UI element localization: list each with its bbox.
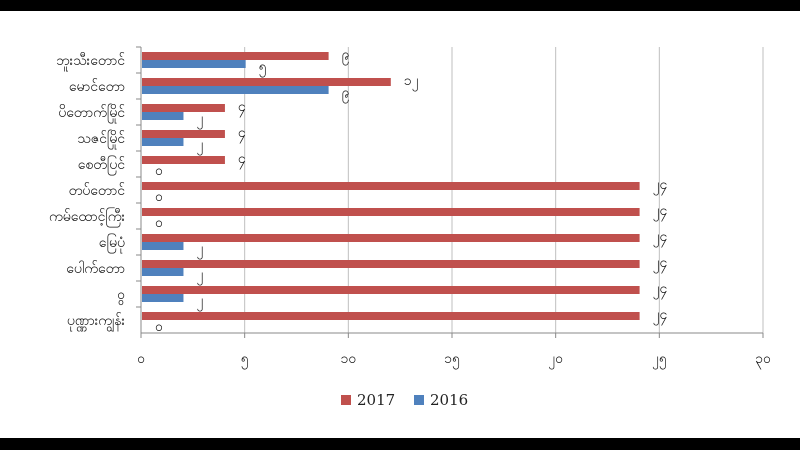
bar-2017 bbox=[142, 182, 640, 190]
x-tick-label: ၁၀ bbox=[340, 351, 356, 367]
x-tick-label: ၂၀ bbox=[548, 351, 563, 369]
bar-2017 bbox=[142, 104, 225, 112]
data-label-2016: ၂ bbox=[196, 241, 203, 259]
bar-2017 bbox=[142, 234, 640, 242]
legend-label-2017: 2017 bbox=[357, 391, 395, 409]
category-label: ကမ်ထောင့်ကြီး bbox=[49, 208, 125, 227]
data-label-2017: ၂၄ bbox=[653, 203, 668, 221]
data-label-2016: ၂ bbox=[196, 137, 203, 155]
category-label: ပုဏ္ဏားကျွန်း bbox=[67, 313, 126, 332]
bars bbox=[142, 52, 640, 320]
category-label: ပိတောက်မြိုင် bbox=[58, 104, 125, 123]
data-label-2016: ၂ bbox=[196, 267, 203, 285]
data-label-2016: ၂ bbox=[196, 293, 203, 311]
data-label-2016: ၀ bbox=[155, 215, 163, 231]
data-label-2017: ၂၄ bbox=[653, 307, 668, 325]
x-tick-label: ၂၅ bbox=[652, 351, 667, 369]
data-label-2016: ၀ bbox=[155, 319, 163, 335]
category-label: စေတီပြင် bbox=[78, 156, 125, 175]
bar-2017 bbox=[142, 208, 640, 216]
bar-2017 bbox=[142, 312, 640, 320]
data-label-2017: ၂၄ bbox=[653, 281, 668, 299]
axes bbox=[136, 46, 764, 338]
data-label-2017: ၂၄ bbox=[653, 255, 668, 273]
data-label-2016: ၉ bbox=[342, 85, 350, 103]
data-label-2016: ၅ bbox=[259, 59, 267, 77]
bar-2016 bbox=[142, 268, 184, 276]
data-label-2017: ၁၂ bbox=[404, 73, 419, 91]
x-tick-label: ၅ bbox=[241, 351, 249, 369]
data-label-2017: ၂၄ bbox=[653, 177, 668, 195]
x-tick-label: ၀ bbox=[137, 351, 145, 367]
bar-2017 bbox=[142, 130, 225, 138]
bar-2016 bbox=[142, 138, 184, 146]
bar-2017 bbox=[142, 286, 640, 294]
category-label: တပ်တောင် bbox=[69, 183, 126, 199]
legend: 2017 2016 bbox=[341, 391, 468, 409]
bar-2017 bbox=[142, 260, 640, 268]
data-label-2017: ၄ bbox=[238, 99, 246, 117]
legend-swatch-2016 bbox=[414, 395, 424, 405]
x-tick-label: ၃၀ bbox=[755, 351, 771, 369]
bar-2017 bbox=[142, 52, 329, 60]
data-label-2017: ၄ bbox=[238, 125, 246, 143]
data-label-2017: ၄ bbox=[238, 151, 246, 169]
category-label: ဘူးသီးတောင် bbox=[56, 53, 125, 71]
bar-2016 bbox=[142, 112, 184, 120]
bar-2016 bbox=[142, 242, 184, 250]
category-label: မြေပုံ bbox=[99, 234, 125, 253]
legend-label-2016: 2016 bbox=[430, 391, 468, 409]
bar-2017 bbox=[142, 78, 391, 86]
category-label: မောင်တော bbox=[69, 79, 125, 95]
bar-2016 bbox=[142, 86, 329, 94]
bar-2017 bbox=[142, 156, 225, 164]
x-tick-label: ၁၅ bbox=[444, 351, 460, 369]
x-tick-labels: ၀ ၅ ၁၀ ၁၅ ၂၀ ၂၅ ၃၀ bbox=[137, 351, 771, 369]
data-label-2016: ၀ bbox=[155, 189, 163, 205]
category-labels: ဘူးသီးတောင်မောင်တောပိတောက်မြိုင်သဇင်မြို… bbox=[49, 53, 125, 332]
legend-swatch-2017 bbox=[341, 395, 351, 405]
category-label: ပေါက်တော bbox=[66, 261, 125, 277]
chart-panel: ဘူးသီးတောင်မောင်တောပိတောက်မြိုင်သဇင်မြို… bbox=[0, 11, 800, 438]
data-label-2017: ၉ bbox=[342, 47, 350, 65]
data-label-2017: ၂၄ bbox=[653, 229, 668, 247]
data-label-2016: ၀ bbox=[155, 163, 163, 179]
bar-2016 bbox=[142, 60, 246, 68]
bar-chart: ဘူးသီးတောင်မောင်တောပိတောက်မြိုင်သဇင်မြို… bbox=[49, 46, 771, 409]
data-label-2016: ၂ bbox=[196, 111, 203, 129]
category-label: သဇင်မြိုင် bbox=[77, 130, 125, 149]
category-label: ဝွ bbox=[117, 287, 125, 305]
bar-2016 bbox=[142, 294, 184, 302]
